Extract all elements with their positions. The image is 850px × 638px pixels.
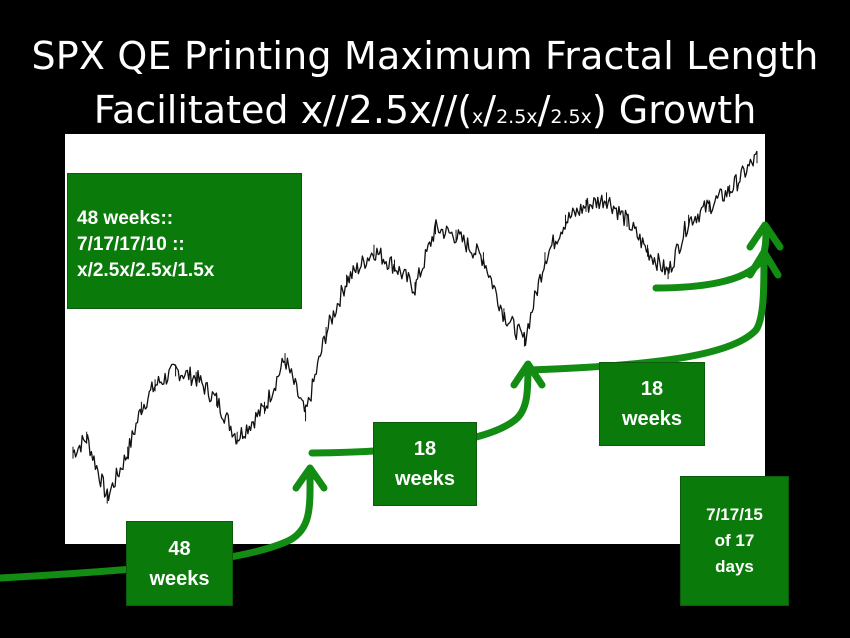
price-series-line <box>72 150 758 502</box>
title-line-2-prefix: Facilitated x//2.5x//( <box>93 88 473 132</box>
arrow-18-weeks-b <box>526 250 768 374</box>
chart-title-line-2: Facilitated x//2.5x//(x/2.5x/2.5x) Growt… <box>0 88 850 132</box>
label-18-weeks-first: 18 weeks <box>373 422 477 506</box>
title-line-2-suffix: ) Growth <box>591 88 757 132</box>
label-48-number: 48 <box>168 537 191 560</box>
arrow-18-weeks-a-head <box>510 360 546 389</box>
label-18a-number: 18 <box>413 438 437 460</box>
title-sub-x: x <box>472 106 484 128</box>
label-date-line-2: of 17 <box>714 531 755 550</box>
info-line-2: 7/17/17/10 :: <box>77 234 185 255</box>
arrow-final <box>652 224 770 292</box>
label-18a-unit: weeks <box>394 468 456 490</box>
label-18-weeks-second: 18 weeks <box>599 362 705 446</box>
arrow-48-weeks-head <box>292 464 328 492</box>
fractal-info-box: 48 weeks:: 7/17/17/10 :: x/2.5x/2.5x/1.5… <box>67 173 302 309</box>
label-48-unit: weeks <box>149 567 210 590</box>
label-date-line-3: days <box>715 557 754 576</box>
arrow-final-head <box>746 221 784 251</box>
info-line-3: x/2.5x/2.5x/1.5x <box>77 260 215 281</box>
title-sub-b: 2.5x <box>550 106 592 128</box>
chart-title-line-1: SPX QE Printing Maximum Fractal Length <box>31 34 819 78</box>
label-48-weeks: 48 weeks <box>126 521 233 606</box>
title-slash-2: / <box>537 88 551 132</box>
label-date-line-1: 7/17/15 <box>706 505 763 524</box>
title-slash-1: / <box>483 88 497 132</box>
arrow-48-weeks <box>0 466 314 582</box>
label-18b-unit: weeks <box>621 408 683 430</box>
title-sub-a: 2.5x <box>496 106 538 128</box>
label-18b-number: 18 <box>640 378 664 400</box>
label-current-date: 7/17/15 of 17 days <box>680 476 789 606</box>
price-chart <box>72 150 758 504</box>
info-line-1: 48 weeks:: <box>77 208 174 229</box>
